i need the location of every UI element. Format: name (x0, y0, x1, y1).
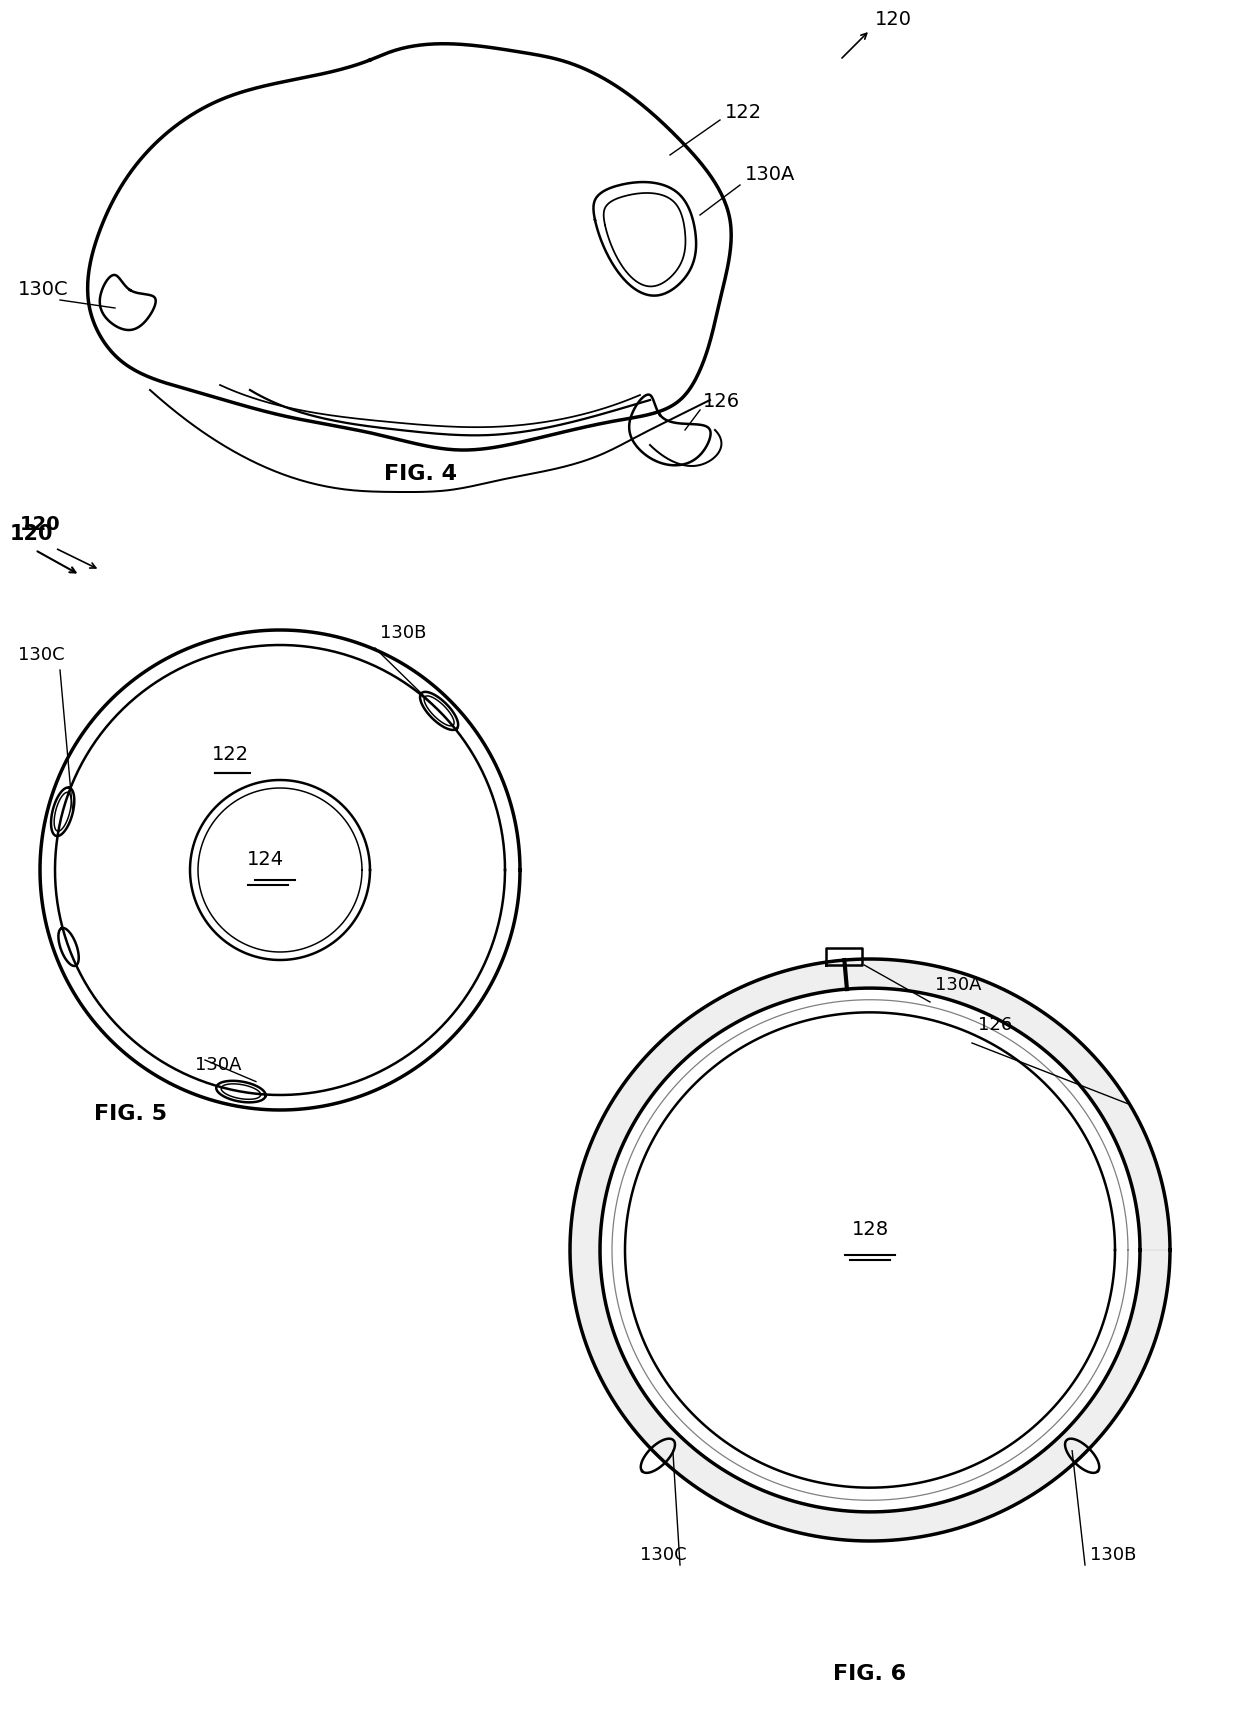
Text: 122: 122 (725, 104, 763, 123)
Polygon shape (570, 958, 1171, 1540)
Text: FIG. 5: FIG. 5 (93, 1104, 166, 1124)
Text: 120: 120 (10, 523, 53, 544)
Text: 130A: 130A (745, 166, 795, 185)
Text: 130C: 130C (19, 280, 68, 299)
Text: 120: 120 (875, 10, 911, 29)
Text: 130A: 130A (195, 1055, 242, 1074)
Text: 128: 128 (852, 1219, 889, 1238)
Text: 130A: 130A (935, 976, 982, 995)
Text: 122: 122 (212, 744, 248, 763)
Text: 120: 120 (20, 515, 61, 534)
Text: 130B: 130B (1090, 1546, 1136, 1565)
Text: FIG. 6: FIG. 6 (833, 1665, 906, 1684)
Text: 130C: 130C (640, 1546, 687, 1565)
Text: 130C: 130C (19, 646, 64, 663)
Text: 126: 126 (703, 392, 740, 411)
Text: FIG. 4: FIG. 4 (383, 465, 456, 484)
Text: 126: 126 (978, 1015, 1012, 1034)
Text: 124: 124 (247, 850, 284, 869)
Text: 130B: 130B (379, 623, 427, 642)
